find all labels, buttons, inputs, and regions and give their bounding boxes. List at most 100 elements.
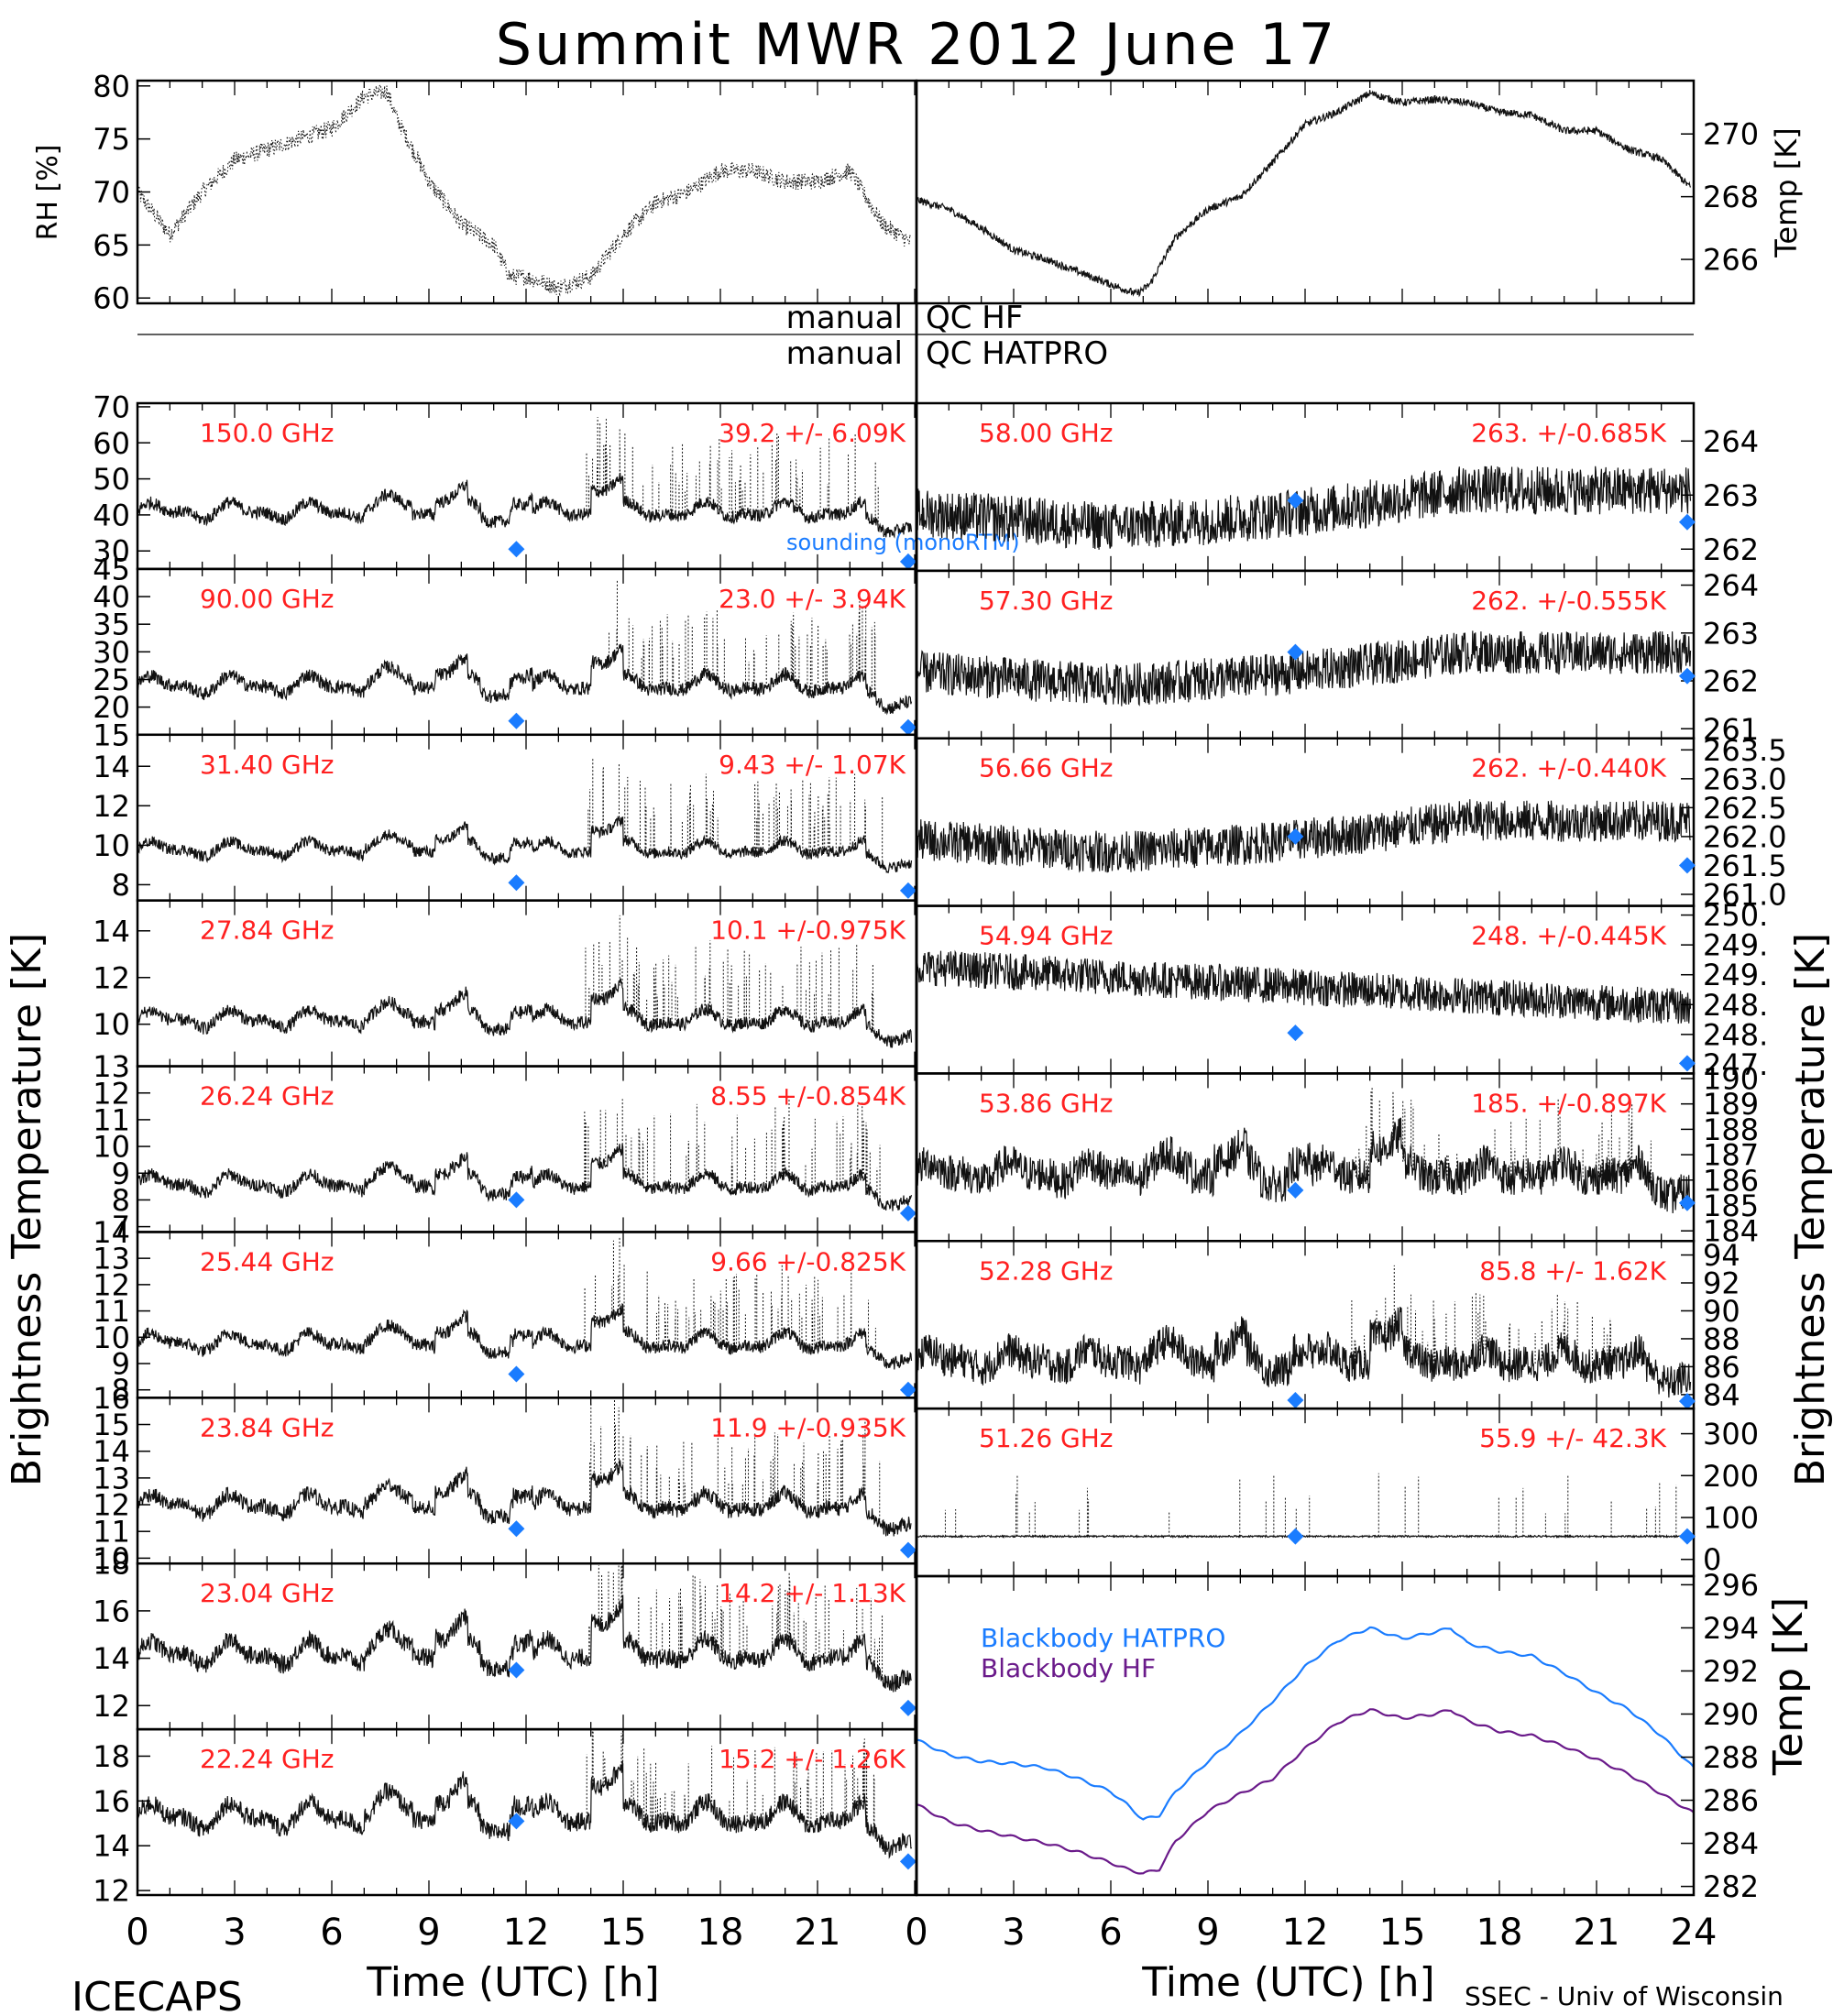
- channel-ytick-label: 184: [1703, 1214, 1759, 1249]
- channel-ytick-label: 10: [93, 1320, 130, 1355]
- channel-frequency: 51.26 GHz: [979, 1423, 1114, 1453]
- channel-frequency: 52.28 GHz: [979, 1255, 1114, 1286]
- x-tick-label-left: 3: [223, 1912, 246, 1954]
- channel-frequency: 26.24 GHz: [200, 1081, 335, 1112]
- channel-ytick-label: 247.: [1703, 1047, 1768, 1082]
- channel-stat: 248. +/-0.445K: [1471, 921, 1666, 951]
- rh-panel: 60 65 70 75 80 RH [%]: [32, 69, 918, 316]
- channel-stat: 15.2 +/- 1.26K: [719, 1744, 906, 1774]
- x-axis-label-left: Time (UTC) [h]: [366, 1959, 659, 2006]
- chart-title: Summit MWR 2012 June 17: [496, 11, 1337, 78]
- rh-ytick-label: 60: [93, 281, 130, 316]
- channel-frequency: 23.84 GHz: [200, 1412, 335, 1442]
- sounding-point: [508, 874, 525, 892]
- sounding-point: [1287, 1528, 1304, 1545]
- x-tick-label-right: 12: [1282, 1912, 1329, 1954]
- channel-ytick-label: 14: [93, 750, 130, 784]
- footer-ssec: SSEC - Univ of Wisconsin: [1465, 1981, 1784, 2011]
- temp-ytick-label: 268: [1703, 180, 1759, 214]
- sounding-point: [1287, 1024, 1304, 1042]
- channel-ytick-label: 18: [93, 1547, 130, 1582]
- channel-ytick-label: 13: [93, 1461, 130, 1496]
- channel-ytick-label: 14: [93, 1641, 130, 1676]
- channel-ytick-label: 8: [112, 1373, 130, 1408]
- channel-stat: 11.9 +/-0.935K: [710, 1412, 906, 1442]
- blackbody-ytick-label: 290: [1703, 1697, 1759, 1732]
- channel-panel: 8 10 12 14 31.40 GHz 9.43 +/- 1.07K: [93, 733, 918, 903]
- channel-ytick-label: 11: [93, 1294, 130, 1329]
- channel-ytick-label: 14: [93, 1434, 130, 1469]
- channel-ytick-label: 12: [93, 1267, 130, 1302]
- sounding-point: [508, 1661, 525, 1679]
- channel-panel: 247.248.248.249.249.250.54.94 GHz 248. +/…: [915, 898, 1768, 1082]
- rh-frame: [136, 79, 918, 305]
- rh-ytick-label: 70: [93, 175, 130, 210]
- sounding-point: [1678, 1055, 1696, 1072]
- blackbody-hf-line: [916, 1708, 1695, 1875]
- channel-ytick-label: 9: [112, 1156, 130, 1191]
- sounding-point: [1287, 1181, 1304, 1199]
- right-side-label: Brightness Temperature [K]: [1787, 933, 1833, 1486]
- x-tick-label-left: 15: [600, 1912, 647, 1954]
- channel-ytick-label: 186: [1703, 1163, 1759, 1198]
- channel-stat: 23.0 +/- 3.94K: [719, 584, 906, 614]
- channel-stat: 55.9 +/- 42.3K: [1479, 1423, 1666, 1453]
- blackbody-hatpro-line: [916, 1626, 1695, 1821]
- sounding-point: [1678, 1528, 1696, 1545]
- channel-ytick-label: 8: [112, 868, 130, 903]
- channel-ytick-label: 248.: [1703, 988, 1768, 1023]
- channel-ytick-label: 13: [93, 1242, 130, 1276]
- channel-trace: [916, 949, 1692, 1024]
- blackbody-ytick-label: 282: [1703, 1869, 1759, 1904]
- channel-ytick-label: 249.: [1703, 928, 1768, 963]
- sounding-point: [508, 712, 525, 729]
- channel-trace: [137, 816, 913, 874]
- channel-ytick-label: 12: [93, 789, 130, 824]
- x-tick-label-right: 9: [1196, 1912, 1219, 1954]
- sounding-point: [1678, 1194, 1696, 1211]
- left-side-label: Brightness Temperature [K]: [4, 933, 50, 1486]
- qc-hatpro-label: QC HATPRO: [926, 335, 1108, 372]
- channel-ytick-label: 11: [93, 1515, 130, 1550]
- channel-trace: [137, 1594, 913, 1693]
- x-tick-label-left: 18: [697, 1912, 744, 1954]
- channel-ytick-label: 264: [1703, 568, 1759, 603]
- channel-ytick-label: 16: [93, 1594, 130, 1628]
- channel-ytick-label: 262.5: [1703, 791, 1787, 826]
- channel-panel: 261 262 263 264 57.30 GHz 262. +/-0.555K: [915, 568, 1759, 747]
- channel-ytick-label: 100: [1703, 1501, 1759, 1536]
- channel-ytick-label: 70: [93, 389, 130, 424]
- sounding-point: [508, 1520, 525, 1538]
- x-tick-label-right: 15: [1379, 1912, 1426, 1954]
- sounding-point: [508, 1813, 525, 1830]
- channel-ytick-label: 248.: [1703, 1017, 1768, 1052]
- channel-ytick-label: 88: [1703, 1321, 1740, 1356]
- channel-ytick-label: 12: [93, 1874, 130, 1909]
- channel-panel: 12 14 16 18 23.04 GHz 14.2 +/- 1.13K: [93, 1547, 918, 1731]
- channel-stat: 185. +/-0.897K: [1471, 1088, 1666, 1118]
- rh-ytick-label: 75: [93, 122, 130, 157]
- channel-trace: [137, 978, 913, 1048]
- rh-ytick-label: 80: [93, 69, 130, 104]
- channel-trace: [916, 1306, 1692, 1398]
- channel-ytick-label: 261: [1703, 712, 1759, 747]
- sounding-point: [899, 1699, 916, 1716]
- qc-hf-manual: manual: [786, 300, 903, 336]
- blackbody-ytick-label: 294: [1703, 1611, 1759, 1646]
- sounding-label: sounding (monoRTM): [786, 530, 1020, 555]
- x-axis: 0 3 6 9 12 15 18 21 0 3 6 9 12 15 18 21 24: [126, 1912, 1717, 1954]
- channel-trace: [916, 1533, 1691, 1539]
- channel-frequency: 90.00 GHz: [200, 584, 335, 614]
- channel-ytick-label: 262.0: [1703, 819, 1787, 854]
- x-tick-label-left: 6: [320, 1912, 343, 1954]
- channel-ytick-label: 12: [93, 960, 130, 995]
- temp-ytick-label: 270: [1703, 117, 1759, 152]
- channel-ytick-label: 187: [1703, 1138, 1759, 1173]
- channel-frequency: 27.84 GHz: [200, 915, 335, 946]
- blackbody-panel: 282 284 286 288 290 292 294 296 Blackbody HATPRO…: [915, 1568, 1812, 1904]
- sounding-point: [1678, 667, 1696, 685]
